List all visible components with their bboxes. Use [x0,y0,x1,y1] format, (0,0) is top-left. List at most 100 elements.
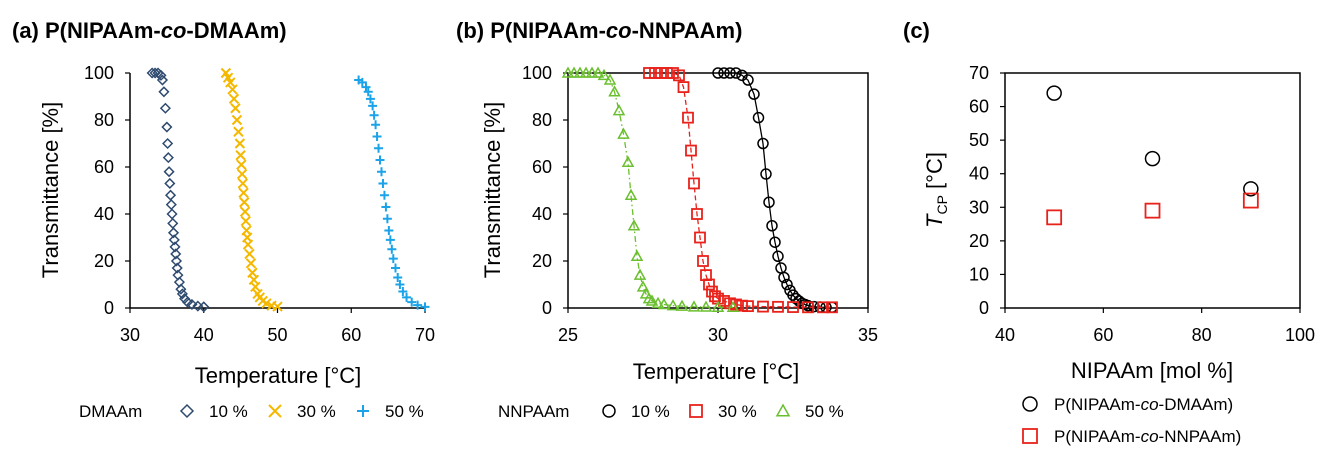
series-line [649,72,832,308]
data-point [374,143,384,153]
data-point [718,67,730,79]
x-tick-label: 60 [1093,325,1113,345]
data-point [365,94,375,104]
x-tick-label: 30 [120,325,140,345]
data-point [561,66,575,78]
legend-label: P(NIPAAm-co-NNPAAm) [1054,427,1241,446]
x-tick-label: 30 [708,325,728,345]
legend-entry: 50 % [775,402,844,421]
panel-a-plot: 30 40 50 60 70 0 20 40 60 80 100 [84,63,435,345]
legend-marker [1022,428,1038,444]
data-point [636,280,650,292]
data-point [677,81,690,93]
data-point [787,301,799,313]
data-point [703,278,715,291]
data-point [712,67,724,79]
data-point [778,271,790,284]
data-point [149,67,161,79]
data-point [645,294,659,306]
data-point [240,215,251,227]
data-point [227,84,238,95]
data-point [817,301,829,314]
data-point [573,66,587,78]
legend-entry: 30 % [268,402,336,421]
y-tick-label: 20 [969,231,989,251]
data-point [742,300,754,313]
panel-a-legend: DMAAm 10 % 30 % 50 % [79,402,424,421]
legend-label: 30 % [718,402,757,421]
data-point [742,74,754,86]
data-point [772,250,784,263]
data-point [385,235,395,245]
data-point [395,280,405,289]
data-point [169,241,181,253]
data-point [736,299,748,312]
data-point [420,302,430,312]
data-point [393,272,403,282]
legend-label: P(NIPAAm-co-DMAAm) [1054,395,1233,414]
data-point [231,114,243,126]
data-point [781,278,793,291]
data-point [237,178,249,189]
data-point [688,177,700,190]
panel-c-plot: 40 60 80 100 0 10 20 30 40 50 60 70 [969,63,1315,345]
legend-label: 50 % [805,402,844,421]
data-point [633,268,647,280]
data-point [826,301,838,314]
data-point [655,67,667,79]
data-point [161,121,173,133]
y-tick-label: 60 [532,157,552,177]
data-point [591,66,605,78]
legend-entry: 10 % [179,402,248,421]
y-tick-label: 10 [969,264,989,284]
data-point [808,300,820,313]
data-point [162,152,174,164]
data-point [787,289,799,301]
panel-b-xlabel: Temperature [°C] [633,359,800,384]
data-point [165,199,177,211]
data-point [146,67,158,79]
data-point [369,110,379,120]
data-point [357,77,367,87]
data-point [730,67,742,79]
legend-label: 30 % [297,402,336,421]
legend-label: 10 % [209,402,248,421]
data-point [171,262,183,274]
data-point [376,167,386,177]
y-tick-label: 0 [104,298,114,318]
data-point [612,104,626,116]
legend-marker [179,403,195,419]
panel-c-xlabel: NIPAAm [mol %] [1071,358,1233,383]
data-point [1046,209,1063,226]
series-line [718,72,832,308]
data-point [168,234,180,246]
data-point [170,255,183,267]
panel-b-title: (b) P(NIPAAm-co-NNPAAm) [456,18,742,43]
legend-marker [602,404,616,418]
data-point [752,111,765,124]
series-2 [643,67,838,314]
data-point [651,296,665,309]
data-point [238,187,249,199]
data-point [760,168,772,180]
data-point [793,295,805,307]
legend-marker [357,405,369,417]
data-point [673,69,685,82]
x-tick-label: 60 [341,325,361,345]
data-point [630,249,644,262]
data-point [649,67,661,79]
data-point [766,220,778,232]
y-tick-label: 0 [542,298,552,318]
data-point [643,67,655,79]
data-point [236,168,248,180]
data-point [675,299,689,311]
data-point [233,126,244,137]
data-point [230,103,241,114]
data-point [402,292,412,302]
data-point [724,67,736,79]
data-point [162,137,174,150]
series-2 [1046,192,1259,226]
data-point [245,258,257,269]
data-point [726,300,740,313]
panel-c-title: (c) [903,18,930,43]
